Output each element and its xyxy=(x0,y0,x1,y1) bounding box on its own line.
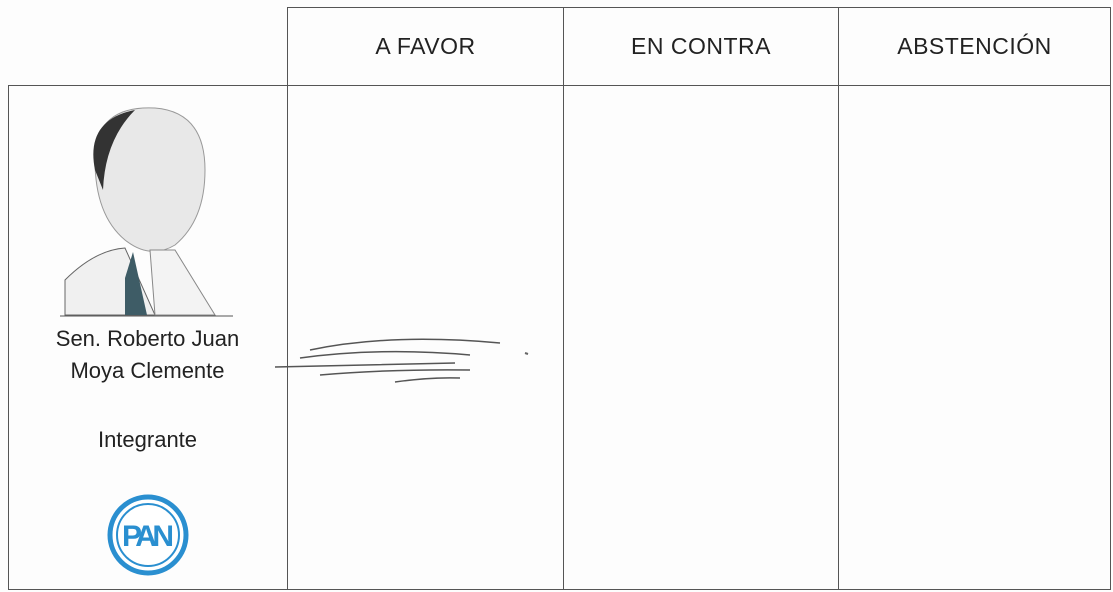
signature xyxy=(274,338,529,383)
vote-cell xyxy=(563,85,839,590)
member-name: Sen. Roberto Juan xyxy=(55,326,240,351)
member-name: Moya Clemente xyxy=(70,358,225,383)
header-cell: EN CONTRA xyxy=(563,7,839,86)
vote-cell xyxy=(838,85,1111,590)
party-logo: PAN xyxy=(107,494,189,576)
header-cell: A FAVOR xyxy=(287,7,564,86)
header-text: A FAVOR xyxy=(375,33,476,59)
member-role: Integrante xyxy=(97,427,198,452)
header-text: EN CONTRA xyxy=(631,33,771,59)
party-name: PAN xyxy=(122,520,174,553)
header-cell: ABSTENCIÓN xyxy=(838,7,1111,86)
member-photo xyxy=(60,107,233,317)
header-text: ABSTENCIÓN xyxy=(897,33,1052,59)
